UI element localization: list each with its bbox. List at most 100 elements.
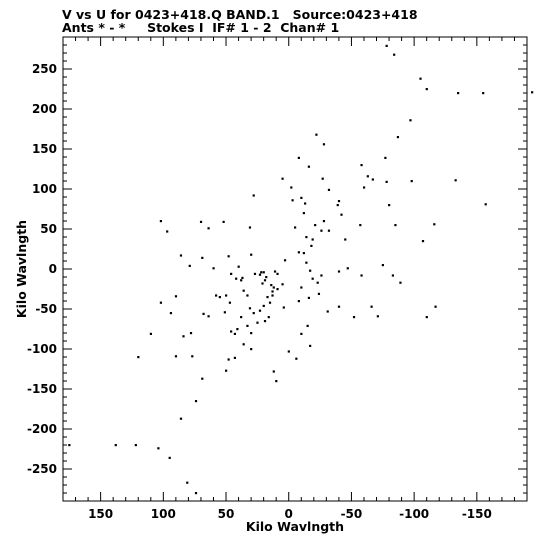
data-point xyxy=(201,256,204,259)
data-point xyxy=(376,315,379,318)
data-point xyxy=(149,332,152,335)
data-point xyxy=(236,328,239,331)
data-point xyxy=(134,444,137,447)
data-point xyxy=(309,269,312,272)
data-point xyxy=(222,220,225,223)
data-point xyxy=(230,272,233,275)
data-point xyxy=(223,311,226,314)
data-point xyxy=(421,240,425,243)
y-axis-label: Kilo Wavlngth xyxy=(14,220,29,318)
data-point xyxy=(174,295,178,298)
data-point xyxy=(336,204,339,207)
y-tick-label: -100 xyxy=(27,342,57,356)
data-point xyxy=(250,253,253,256)
data-point xyxy=(366,175,369,178)
data-point xyxy=(300,332,303,335)
data-point xyxy=(304,202,307,205)
data-point xyxy=(265,276,268,279)
data-point xyxy=(484,203,487,206)
data-point xyxy=(393,53,396,56)
data-point xyxy=(307,165,310,168)
data-point xyxy=(246,294,249,297)
data-point xyxy=(321,177,324,180)
data-point xyxy=(240,316,243,319)
data-point xyxy=(214,294,218,297)
data-point xyxy=(482,92,485,95)
data-point xyxy=(250,332,253,335)
data-point xyxy=(168,456,171,459)
data-point xyxy=(419,77,422,80)
x-tick-label: 50 xyxy=(218,507,235,521)
data-point xyxy=(182,335,185,338)
data-point xyxy=(207,315,210,318)
y-tick-label: 250 xyxy=(32,62,57,76)
data-point xyxy=(337,270,341,273)
data-point xyxy=(256,321,259,324)
data-point xyxy=(314,224,317,227)
data-point xyxy=(194,492,198,495)
data-point xyxy=(327,188,331,191)
y-tick-label: -200 xyxy=(27,422,57,436)
data-point xyxy=(305,261,308,264)
data-point xyxy=(230,330,233,333)
data-point xyxy=(186,481,189,484)
data-point xyxy=(248,226,252,229)
x-tick-label: -50 xyxy=(341,507,363,521)
data-point xyxy=(385,180,388,183)
data-point xyxy=(252,194,255,197)
data-point xyxy=(235,277,238,280)
data-point xyxy=(191,355,194,358)
data-point xyxy=(425,316,428,319)
data-point xyxy=(457,92,460,95)
data-point xyxy=(433,223,436,226)
data-point xyxy=(114,444,117,447)
data-point xyxy=(261,282,264,285)
data-point xyxy=(227,255,230,258)
data-point xyxy=(258,273,262,276)
data-point xyxy=(394,224,397,227)
data-point xyxy=(360,164,363,167)
x-tick-label: 150 xyxy=(88,507,113,521)
data-point xyxy=(189,332,193,335)
x-tick-label: 0 xyxy=(285,507,293,521)
y-tick-label: -50 xyxy=(35,302,57,316)
data-point xyxy=(297,251,300,254)
chart-title: V vs U for 0423+418.Q BAND.1 Source:0423… xyxy=(62,7,418,22)
data-point xyxy=(179,254,183,257)
data-point xyxy=(283,259,287,262)
data-point xyxy=(248,307,252,310)
data-point xyxy=(242,343,245,346)
data-point xyxy=(352,316,356,319)
data-point xyxy=(310,244,313,247)
data-point xyxy=(327,229,331,232)
data-point xyxy=(270,284,273,287)
data-point xyxy=(344,238,347,241)
data-point xyxy=(272,286,275,289)
data-point xyxy=(241,276,244,279)
data-point xyxy=(294,226,297,229)
data-point xyxy=(326,310,329,313)
data-point xyxy=(297,156,300,159)
x-axis-label: Kilo Wavlngth xyxy=(246,519,344,534)
y-tick-label: 100 xyxy=(32,182,57,196)
x-tick-label: 100 xyxy=(151,507,176,521)
data-point xyxy=(282,306,285,309)
data-point xyxy=(307,296,310,299)
data-point xyxy=(531,91,534,94)
x-tick-label: -100 xyxy=(399,507,429,521)
data-point xyxy=(320,229,323,232)
data-point xyxy=(371,178,374,181)
data-point xyxy=(434,305,437,308)
x-tick-label: -150 xyxy=(462,507,492,521)
data-point xyxy=(276,272,279,275)
data-point xyxy=(381,264,384,267)
data-point xyxy=(199,220,203,223)
data-point xyxy=(311,238,314,241)
data-point xyxy=(362,186,366,189)
data-point xyxy=(396,136,400,139)
data-point xyxy=(212,267,215,270)
chart-subtitle: Ants * - * Stokes I IF# 1 - 2 Chan# 1 xyxy=(62,20,340,35)
data-point xyxy=(295,357,298,360)
data-point xyxy=(68,444,71,447)
